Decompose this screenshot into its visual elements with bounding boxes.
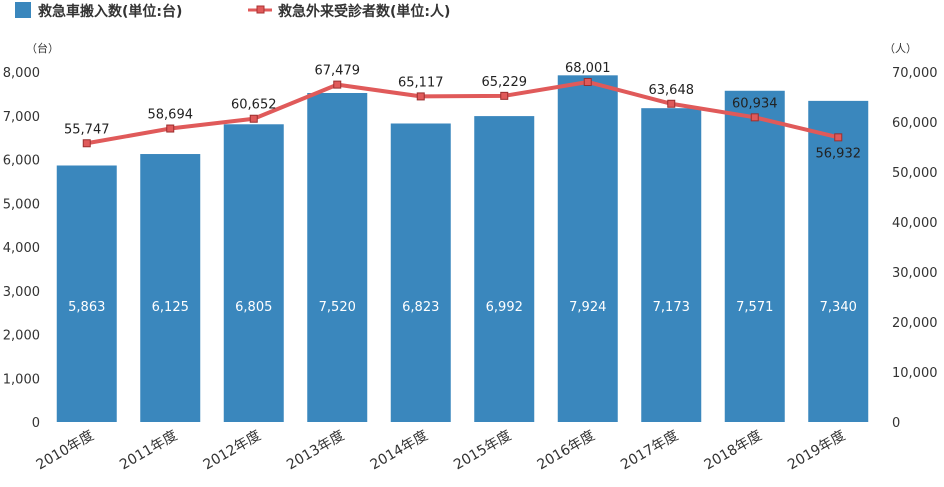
line-value-label: 65,229 — [482, 75, 528, 90]
category-label: 2014年度 — [368, 428, 431, 474]
line-labels: 55,747 58,694 60,652 67,479 65,117 65,229 68,0… — [64, 61, 861, 161]
category-labels: 2010年度 2011年度 2012年度 2013年度 2014年度 2015年度 2016… — [34, 428, 849, 474]
line-value-label: 68,001 — [565, 61, 611, 76]
line-marker — [249, 114, 258, 123]
bar — [641, 108, 702, 423]
line-marker — [750, 113, 759, 122]
line-marker — [333, 80, 342, 89]
left-axis-ticks: 0 1,000 2,000 3,000 4,000 5,000 6,000 7,000 8,00… — [3, 66, 40, 431]
bar-value-label: 7,571 — [736, 300, 773, 315]
line-value-label: 63,648 — [649, 83, 695, 98]
legend: 救急車搬入数(単位:台) 救急外来受診者数(単位:人) — [15, 2, 450, 20]
bar-value-label: 7,924 — [569, 300, 606, 315]
category-label: 2018年度 — [702, 428, 765, 474]
bar-value-label: 6,125 — [152, 300, 189, 315]
left-tick-label: 2,000 — [3, 329, 40, 344]
bar — [140, 154, 201, 422]
line-value-label: 60,652 — [231, 98, 277, 113]
bar — [724, 90, 785, 423]
legend-label-bar: 救急車搬入数(単位:台) — [38, 3, 182, 20]
bars — [56, 75, 869, 423]
line-value-label: 56,932 — [816, 146, 862, 161]
bar — [307, 93, 368, 422]
line-path — [86, 79, 839, 146]
line-value-label: 55,747 — [64, 122, 110, 137]
bar — [56, 165, 117, 422]
bar-labels: 5,863 6,125 6,805 7,520 6,823 6,992 7,924 7,173… — [68, 300, 857, 315]
left-axis-unit: （台） — [26, 41, 59, 55]
bar-value-label: 6,992 — [486, 300, 523, 315]
bar-value-label: 6,805 — [235, 300, 272, 315]
right-tick-label: 70,000 — [892, 66, 938, 81]
category-label: 2012年度 — [201, 428, 264, 474]
bar-value-label: 7,340 — [820, 300, 857, 315]
right-tick-label: 40,000 — [892, 216, 938, 231]
right-tick-label: 50,000 — [892, 166, 938, 181]
right-tick-label: 20,000 — [892, 316, 938, 331]
line-marker — [166, 124, 175, 133]
line-marker — [500, 91, 509, 100]
category-label: 2013年度 — [284, 428, 347, 474]
left-tick-label: 0 — [32, 416, 40, 431]
bar-value-label: 7,173 — [653, 300, 690, 315]
left-tick-label: 6,000 — [3, 154, 40, 169]
bar — [474, 116, 535, 422]
bar-value-label: 6,823 — [402, 300, 439, 315]
left-tick-label: 1,000 — [3, 372, 40, 387]
left-tick-label: 3,000 — [3, 285, 40, 300]
bar — [808, 100, 869, 422]
line-value-label: 60,934 — [732, 96, 778, 111]
line-marker — [667, 99, 676, 108]
right-axis-ticks: 0 10,000 20,000 30,000 40,000 50,000 60,000 70,… — [892, 66, 938, 431]
line-marker — [82, 139, 91, 148]
category-label: 2015年度 — [451, 428, 514, 474]
right-tick-label: 60,000 — [892, 116, 938, 131]
bar-value-label: 5,863 — [68, 300, 105, 315]
legend-swatch-marker — [256, 5, 265, 14]
right-tick-label: 10,000 — [892, 366, 938, 381]
legend-swatch-bar — [15, 2, 31, 18]
category-label: 2017年度 — [618, 428, 681, 474]
category-label: 2019年度 — [785, 428, 848, 474]
right-tick-label: 0 — [892, 416, 900, 431]
bar-value-label: 7,520 — [319, 300, 356, 315]
right-tick-label: 30,000 — [892, 266, 938, 281]
legend-label-line: 救急外来受診者数(単位:人) — [278, 3, 450, 20]
line-value-label: 58,694 — [148, 108, 194, 123]
category-label: 2010年度 — [34, 428, 97, 474]
bar — [557, 75, 618, 422]
line-marker — [583, 77, 592, 86]
category-label: 2011年度 — [117, 428, 180, 474]
left-tick-label: 5,000 — [3, 197, 40, 212]
line-marker — [834, 133, 843, 142]
left-tick-label: 4,000 — [3, 241, 40, 256]
right-axis-unit: （人） — [884, 42, 917, 55]
bar — [223, 124, 284, 422]
line-value-label: 67,479 — [315, 64, 361, 79]
line-marker — [416, 92, 425, 101]
left-tick-label: 8,000 — [3, 66, 40, 81]
line-series — [82, 77, 843, 148]
line-value-label: 65,117 — [398, 75, 444, 90]
category-label: 2016年度 — [535, 428, 598, 474]
left-tick-label: 7,000 — [3, 110, 40, 125]
bar — [390, 123, 451, 423]
